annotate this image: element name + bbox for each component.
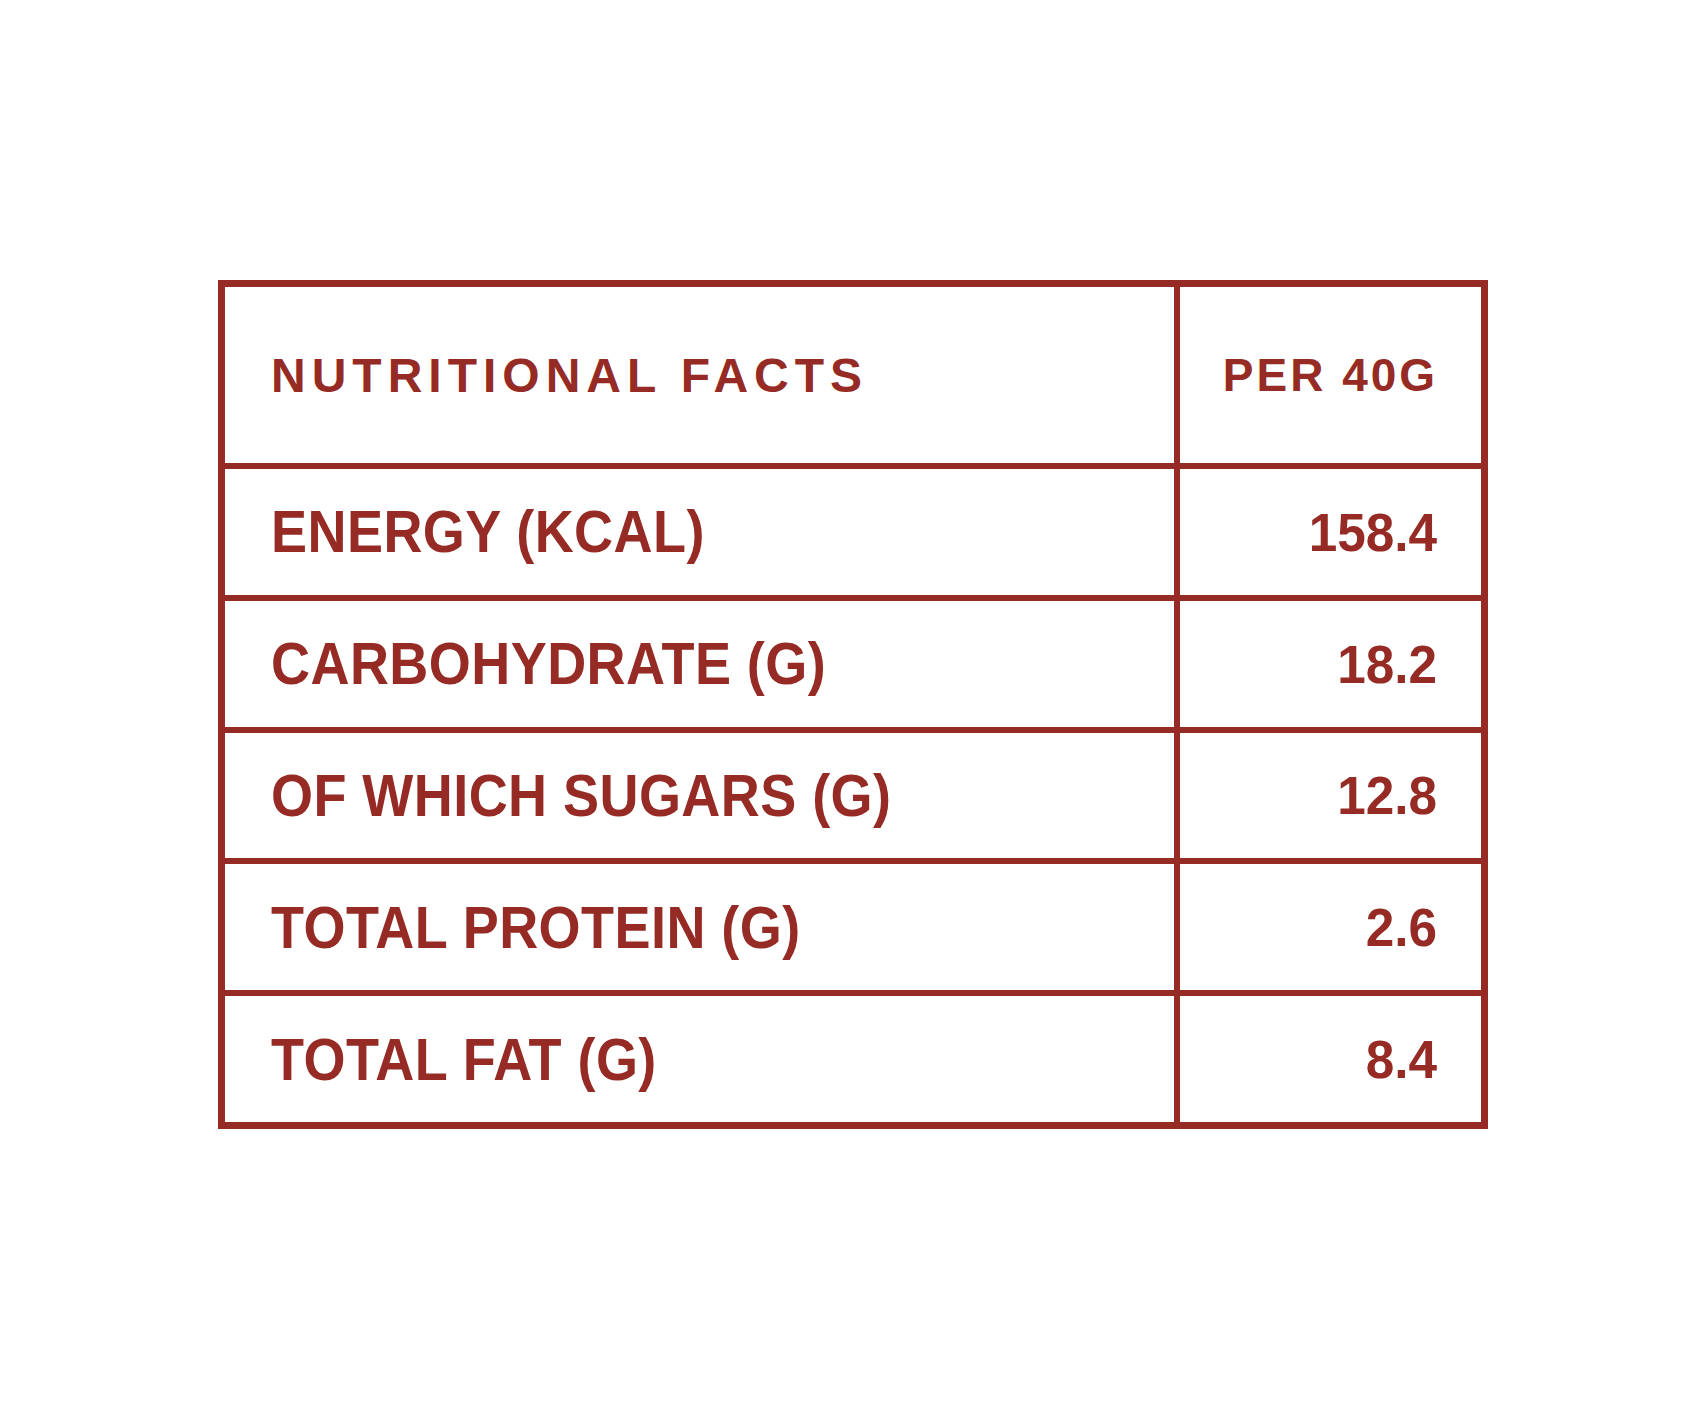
carbohydrate-value-cell: 18.2 <box>1174 601 1481 727</box>
energy-value: 158.4 <box>1309 501 1437 563</box>
fat-label: TOTAL FAT (G) <box>271 1025 657 1094</box>
protein-value-cell: 2.6 <box>1174 864 1481 990</box>
nutrition-label-page: NUTRITIONAL FACTS PER 40G ENERGY (KCAL) … <box>0 0 1705 1414</box>
carbohydrate-label-cell: CARBOHYDRATE (G) <box>225 601 1174 727</box>
table-title: NUTRITIONAL FACTS <box>271 348 868 403</box>
serving-size-label: PER 40G <box>1223 348 1438 402</box>
protein-label: TOTAL PROTEIN (G) <box>271 893 801 962</box>
table-row-energy: ENERGY (KCAL) 158.4 <box>225 463 1481 595</box>
sugars-value: 12.8 <box>1337 764 1437 826</box>
table-row-sugars: OF WHICH SUGARS (G) 12.8 <box>225 727 1481 859</box>
fat-value: 8.4 <box>1366 1028 1437 1090</box>
table-header-row: NUTRITIONAL FACTS PER 40G <box>225 287 1481 463</box>
fat-label-cell: TOTAL FAT (G) <box>225 996 1174 1122</box>
energy-label-cell: ENERGY (KCAL) <box>225 469 1174 595</box>
sugars-value-cell: 12.8 <box>1174 733 1481 859</box>
nutrition-facts-table: NUTRITIONAL FACTS PER 40G ENERGY (KCAL) … <box>218 280 1488 1129</box>
carbohydrate-value: 18.2 <box>1337 633 1437 695</box>
table-row-protein: TOTAL PROTEIN (G) 2.6 <box>225 858 1481 990</box>
header-cell-per-40g: PER 40G <box>1174 287 1481 463</box>
protein-label-cell: TOTAL PROTEIN (G) <box>225 864 1174 990</box>
carbohydrate-label: CARBOHYDRATE (G) <box>271 629 826 698</box>
header-cell-nutritional-facts: NUTRITIONAL FACTS <box>225 287 1174 463</box>
protein-value: 2.6 <box>1366 896 1437 958</box>
energy-value-cell: 158.4 <box>1174 469 1481 595</box>
energy-label: ENERGY (KCAL) <box>271 497 705 566</box>
table-row-fat: TOTAL FAT (G) 8.4 <box>225 990 1481 1122</box>
table-row-carbohydrate: CARBOHYDRATE (G) 18.2 <box>225 595 1481 727</box>
fat-value-cell: 8.4 <box>1174 996 1481 1122</box>
sugars-label-cell: OF WHICH SUGARS (G) <box>225 733 1174 859</box>
sugars-label: OF WHICH SUGARS (G) <box>271 761 892 830</box>
